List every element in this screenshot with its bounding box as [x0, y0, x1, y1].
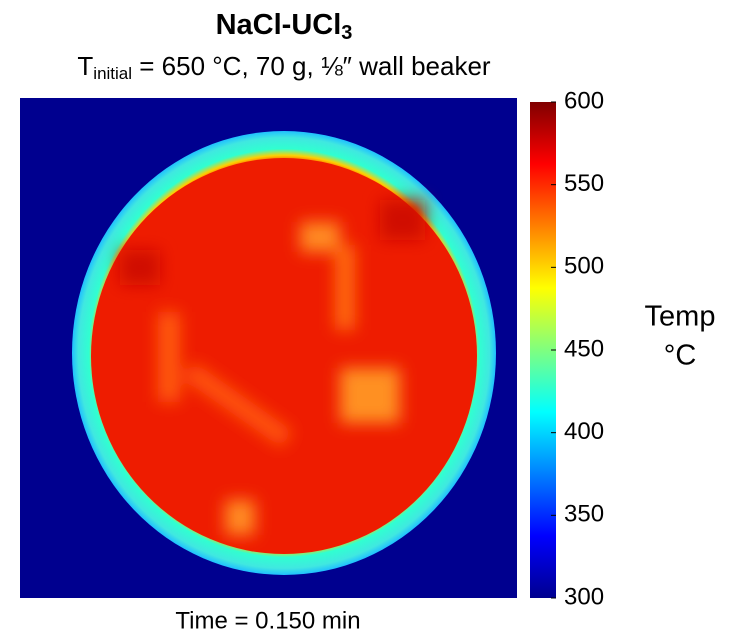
colorbar-tick-label: 450 [564, 335, 604, 362]
colorbar-tick-label: 600 [564, 87, 604, 114]
colorbar-label: Temp [645, 301, 716, 333]
colorbar-tick-label: 500 [564, 253, 604, 280]
chart-title: NaCl-UCl3 [216, 9, 353, 45]
colorbar-tick-label: 400 [564, 418, 604, 445]
colorbar-label: °C [664, 340, 697, 372]
colorbar-tick-label: 300 [564, 583, 604, 610]
melt [91, 158, 477, 554]
hot-spots [120, 200, 425, 535]
thermal-image [20, 98, 517, 598]
x-axis-label: Time = 0.150 min [175, 607, 360, 634]
colorbar-tick-label: 550 [564, 170, 604, 197]
chart-subtitle: Tinitial = 650 °C, 70 g, ⅛″ wall beaker [77, 51, 491, 84]
colorbar-tick-label: 350 [564, 501, 604, 528]
